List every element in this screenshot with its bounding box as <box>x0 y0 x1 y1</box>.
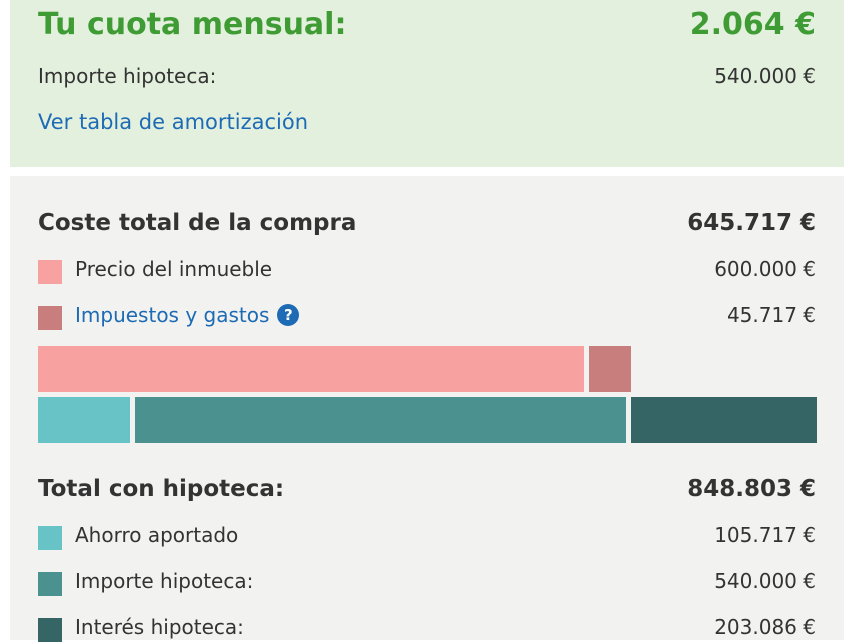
purchase-bar-segment-0 <box>38 346 584 392</box>
mortgage-interest-value: 203.086 € <box>714 615 816 639</box>
monthly-payment-card: Tu cuota mensual: 2.064 € Importe hipote… <box>10 0 844 167</box>
taxes-fees-swatch <box>38 306 62 330</box>
amortization-table-link[interactable]: Ver tabla de amortización <box>38 110 309 134</box>
savings-swatch <box>38 526 62 550</box>
purchase-total-value: 645.717 € <box>687 210 816 236</box>
taxes-fees-link[interactable]: Impuestos y gastos <box>75 303 270 327</box>
property-price-label: Precio del inmueble <box>75 257 273 281</box>
monthly-payment-title: Tu cuota mensual: <box>38 7 347 42</box>
mortgage-total-title: Total con hipoteca: <box>38 476 285 502</box>
monthly-payment-value: 2.064 € <box>689 7 816 42</box>
savings-label: Ahorro aportado <box>75 523 239 547</box>
mortgage-principal-swatch <box>38 572 62 596</box>
savings-value: 105.717 € <box>714 523 816 547</box>
mortgage-total-value: 848.803 € <box>687 476 816 502</box>
mortgage-amount-value: 540.000 € <box>714 64 816 88</box>
mortgage-principal-value: 540.000 € <box>714 569 816 593</box>
purchase-bar-segment-1 <box>588 346 631 392</box>
mortgage-principal-label: Importe hipoteca: <box>75 569 254 593</box>
mortgage-interest-label: Interés hipoteca: <box>75 615 244 639</box>
mortgage-bar-segment-0 <box>38 397 131 443</box>
purchase-total-title: Coste total de la compra <box>38 210 357 236</box>
property-price-swatch <box>38 260 62 284</box>
property-price-value: 600.000 € <box>714 257 816 281</box>
question-circle-icon[interactable]: ? <box>277 304 300 326</box>
taxes-fees-row: Impuestos y gastos? <box>75 303 300 327</box>
taxes-fees-value: 45.717 € <box>726 303 816 327</box>
mortgage-amount-label: Importe hipoteca: <box>38 64 217 88</box>
mortgage-bar-segment-2 <box>630 397 817 443</box>
mortgage-interest-swatch <box>38 618 62 642</box>
mortgage-bar-segment-1 <box>135 397 626 443</box>
cost-breakdown-card: Coste total de la compra 645.717 € Preci… <box>10 176 844 642</box>
